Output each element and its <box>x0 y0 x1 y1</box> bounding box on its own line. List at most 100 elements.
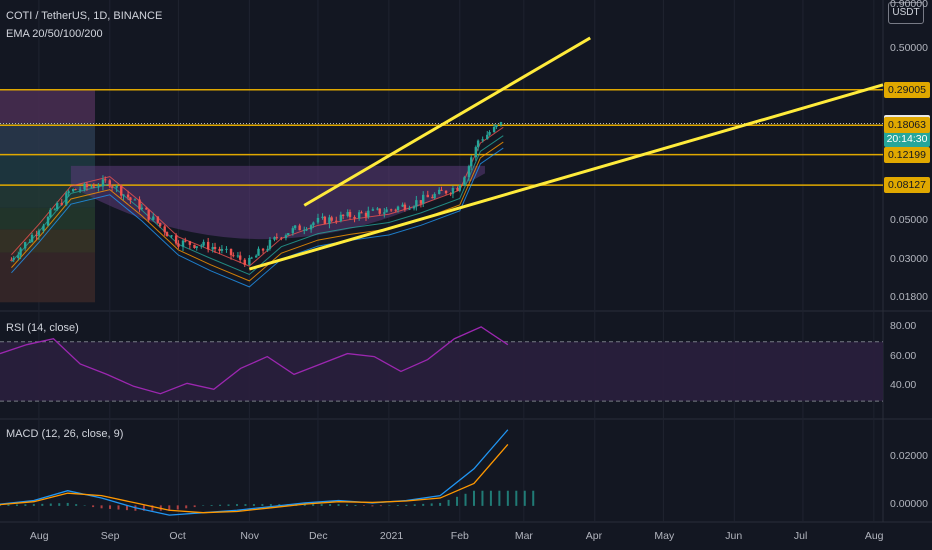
candle-body <box>92 186 95 188</box>
price-tag[interactable]: 0.29005 <box>884 81 930 98</box>
candle-body <box>74 189 77 191</box>
candle-body <box>243 259 246 265</box>
ema-line <box>11 147 504 288</box>
candle-body <box>284 235 288 239</box>
candle-body <box>193 244 196 248</box>
time-axis-label: Apr <box>585 530 603 542</box>
candle-body <box>206 241 210 250</box>
ema-indicator-label[interactable]: EMA 20/50/100/200 <box>6 28 103 40</box>
candle-body <box>360 212 363 214</box>
candle-body <box>330 217 333 221</box>
candle-body <box>371 209 375 211</box>
candle-body <box>273 237 276 240</box>
macd-histogram-bar <box>24 504 27 506</box>
macd-title[interactable]: MACD (12, 26, close, 9) <box>6 428 124 440</box>
time-axis-label: Sep <box>100 530 120 542</box>
candle-body <box>280 237 283 239</box>
candle-body <box>85 183 89 187</box>
macd-histogram-bar <box>185 505 188 509</box>
macd-histogram-bar <box>303 504 306 506</box>
candle-body <box>293 225 297 229</box>
macd-histogram-bar <box>320 504 323 506</box>
rsi-title[interactable]: RSI (14, close) <box>6 322 79 334</box>
price-axis-label: 0.50000 <box>890 42 928 55</box>
candle-body <box>248 257 251 265</box>
price-tag[interactable]: 0.18063 <box>884 116 930 133</box>
candle-body <box>426 194 429 198</box>
candle-body <box>232 255 235 257</box>
candle-body <box>383 212 386 214</box>
macd-histogram-bar <box>252 504 255 506</box>
macd-histogram-bar <box>362 505 365 506</box>
macd-histogram-bar <box>92 505 95 508</box>
candle-body <box>170 235 173 237</box>
macd-histogram-bar <box>219 504 222 506</box>
candle-body <box>140 207 144 210</box>
candle-body <box>412 206 416 209</box>
macd-histogram-bar <box>506 490 509 506</box>
price-tag[interactable]: 0.08127 <box>884 177 930 194</box>
ema-line <box>11 135 504 276</box>
macd-histogram-bar <box>498 490 501 506</box>
candle-body <box>389 209 393 211</box>
time-axis-label: Oct <box>169 530 186 542</box>
rsi-line <box>0 326 509 395</box>
macd-histogram-bar <box>49 503 52 506</box>
candle-body <box>287 233 290 236</box>
candle-body <box>60 202 63 205</box>
candle-body <box>456 188 459 191</box>
fib-zone <box>0 229 95 253</box>
candle-body <box>19 248 22 256</box>
candle-body <box>415 200 418 207</box>
candle-body <box>403 204 407 210</box>
candle-body <box>220 249 224 251</box>
macd-histogram-bar <box>151 505 154 511</box>
candle-body <box>385 209 388 213</box>
macd-histogram-bar <box>117 505 120 510</box>
candle-body <box>120 185 123 196</box>
macd-histogram-bar <box>430 503 433 506</box>
candle-body <box>181 240 185 247</box>
candle-body <box>419 200 423 204</box>
macd-histogram-bar <box>337 504 340 506</box>
candle-body <box>401 204 404 207</box>
macd-histogram-bar <box>261 504 264 506</box>
candle-body <box>12 258 15 260</box>
macd-histogram-bar <box>75 504 78 506</box>
candle-body <box>147 209 150 220</box>
candle-body <box>346 212 349 216</box>
candle-body <box>378 208 381 214</box>
rsi-axis-label: 80.00 <box>890 319 917 332</box>
currency-selector[interactable]: USDT <box>888 2 924 24</box>
candle-body <box>291 228 295 234</box>
candle-body <box>396 206 400 211</box>
macd-histogram-bar <box>125 505 128 511</box>
macd-histogram-bar <box>447 499 450 506</box>
price-axis-label: 0.05000 <box>890 214 928 227</box>
fib-zone <box>0 252 95 303</box>
candle-body <box>42 225 45 231</box>
price-tag[interactable]: 0.12199 <box>884 146 930 163</box>
macd-histogram-bar <box>193 505 196 508</box>
macd-histogram-bar <box>354 505 357 506</box>
candle-body <box>72 189 75 192</box>
macd-histogram-bar <box>464 493 467 506</box>
candle-body <box>23 242 27 249</box>
candle-body <box>90 186 93 188</box>
time-axis-label: Nov <box>240 530 260 542</box>
macd-histogram-bar <box>210 505 213 506</box>
candle-body <box>97 186 100 188</box>
macd-histogram-bar <box>396 505 399 506</box>
macd-histogram-bar <box>523 490 526 506</box>
candle-body <box>46 216 50 226</box>
price-tag[interactable]: 20:14:30 <box>884 131 930 148</box>
candle-body <box>30 234 34 242</box>
price-axis-label: 0.03000 <box>890 252 928 265</box>
candle-body <box>364 212 368 217</box>
candle-body <box>229 248 233 256</box>
macd-histogram-bar <box>422 503 425 506</box>
candle-body <box>225 248 228 250</box>
candle-body <box>104 179 107 181</box>
candle-body <box>495 124 498 127</box>
